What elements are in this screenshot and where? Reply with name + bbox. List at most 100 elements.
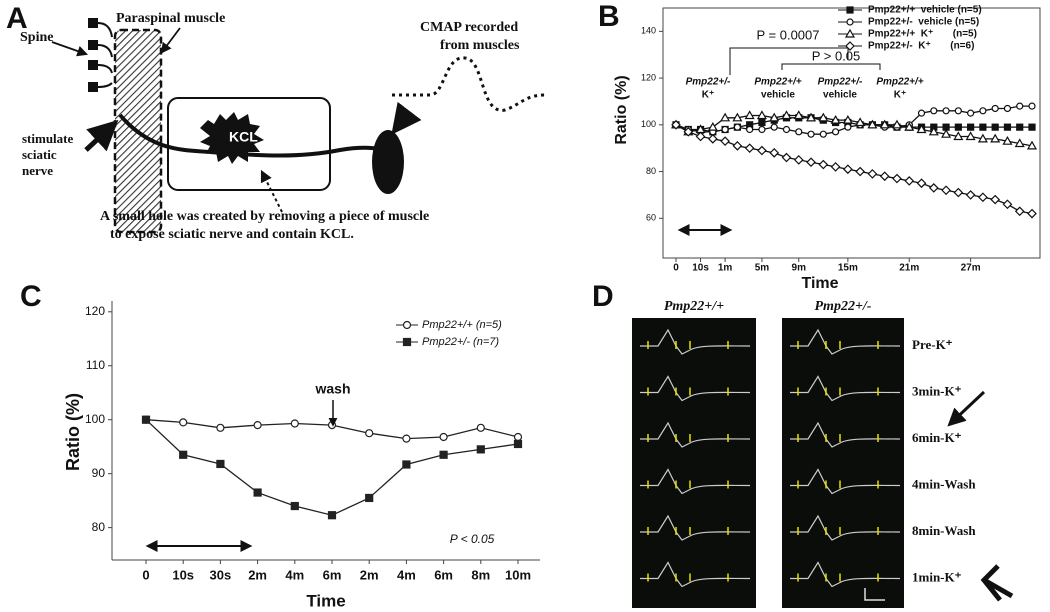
y-axis-title: Ratio (%)	[63, 393, 83, 471]
y-tick-label: 100	[85, 412, 105, 426]
point	[327, 511, 337, 520]
panel-label: C	[20, 280, 42, 313]
x-axis-title: Time	[801, 275, 838, 292]
legend-label: Pmp22+/+ vehicle (n=5)	[868, 5, 982, 16]
point	[216, 423, 225, 432]
point	[513, 439, 523, 449]
y-tick-label: 90	[92, 466, 106, 480]
x-tick-label: 10s	[172, 567, 194, 582]
legend-label: Pmp22+/- (n=7)	[422, 336, 499, 348]
annotation: P < 0.05	[450, 532, 495, 546]
point	[941, 128, 952, 138]
point	[439, 432, 448, 442]
point	[916, 178, 927, 189]
annotation: P = 0.0007	[756, 27, 819, 42]
point	[842, 114, 853, 124]
point	[953, 131, 964, 141]
point	[830, 114, 841, 124]
point	[1016, 102, 1024, 110]
label: nerve	[22, 163, 53, 178]
point	[1027, 208, 1037, 219]
point	[733, 123, 741, 131]
point	[683, 126, 694, 137]
x-tick-label: 0	[673, 263, 679, 274]
group-label: Pmp22+/-	[818, 77, 863, 88]
trace	[640, 421, 751, 448]
caption: A small hole was created by removing a p…	[100, 209, 429, 224]
point	[695, 131, 706, 142]
point	[793, 155, 804, 165]
row-label: 4min-Wash	[912, 476, 976, 491]
trace	[640, 468, 751, 495]
point	[978, 192, 988, 203]
legend-label: Pmp22+/- K⁺ (n=6)	[868, 41, 974, 52]
point	[513, 432, 523, 442]
trace	[640, 561, 751, 588]
trace	[790, 468, 901, 495]
x-tick-label: 15m	[838, 263, 858, 274]
point	[327, 421, 337, 430]
label: from muscles	[440, 38, 520, 53]
point	[1002, 199, 1013, 210]
trace	[790, 561, 901, 588]
annotation: wash	[314, 381, 350, 397]
x-tick-label: 27m	[961, 263, 981, 274]
y-tick-label: 120	[85, 304, 105, 318]
label: Spine	[20, 30, 53, 45]
point	[744, 110, 755, 120]
point	[141, 415, 151, 424]
legend-marker	[402, 320, 412, 330]
point	[781, 110, 792, 120]
annotation: P > 0.05	[812, 48, 861, 63]
vertebrae	[88, 18, 98, 92]
nerve	[118, 113, 391, 158]
point	[1014, 138, 1025, 148]
muscle-target	[372, 130, 404, 194]
panel-label: A	[6, 2, 28, 35]
point	[671, 119, 681, 130]
trace	[790, 328, 901, 355]
legend-label: Pmp22+/- vehicle (n=5)	[868, 17, 979, 28]
point	[707, 133, 718, 144]
point	[965, 131, 976, 141]
point	[991, 104, 999, 113]
point	[439, 450, 448, 459]
point	[844, 123, 852, 131]
x-tick-label: 9m	[792, 263, 807, 274]
y-tick-label: 110	[86, 358, 105, 372]
point	[290, 501, 299, 511]
arrow	[947, 390, 986, 427]
point	[855, 117, 866, 127]
caption: to expose sciatic nerve and contain KCL.	[110, 227, 354, 242]
trace-panel	[782, 318, 904, 608]
point	[979, 123, 987, 131]
point	[818, 112, 829, 122]
panel-d: Pmp22+/+ Pmp22+/-	[632, 299, 1014, 608]
point	[1003, 104, 1012, 113]
group-label: vehicle	[761, 90, 795, 101]
point	[928, 126, 939, 136]
x-tick-label: 21m	[899, 263, 919, 274]
spine-lines	[97, 22, 113, 88]
bracket	[729, 47, 849, 60]
point	[990, 194, 1001, 205]
arrowhead	[980, 564, 1014, 602]
trace	[790, 514, 901, 541]
scale-bar	[864, 588, 885, 601]
point	[977, 133, 988, 143]
label: Paraspinal muscle	[116, 11, 225, 26]
point	[746, 125, 754, 134]
point	[707, 121, 718, 131]
row-label: 6min-K⁺	[912, 430, 962, 445]
point	[967, 109, 975, 117]
group-label: Pmp22+/+	[754, 77, 801, 88]
x-tick-label: 4m	[397, 567, 416, 582]
point	[990, 133, 1001, 143]
hole-box	[167, 97, 331, 191]
point	[855, 166, 865, 177]
point	[732, 141, 743, 151]
row-label: 3min-K⁺	[912, 383, 962, 398]
point	[179, 418, 188, 427]
point	[917, 109, 926, 117]
